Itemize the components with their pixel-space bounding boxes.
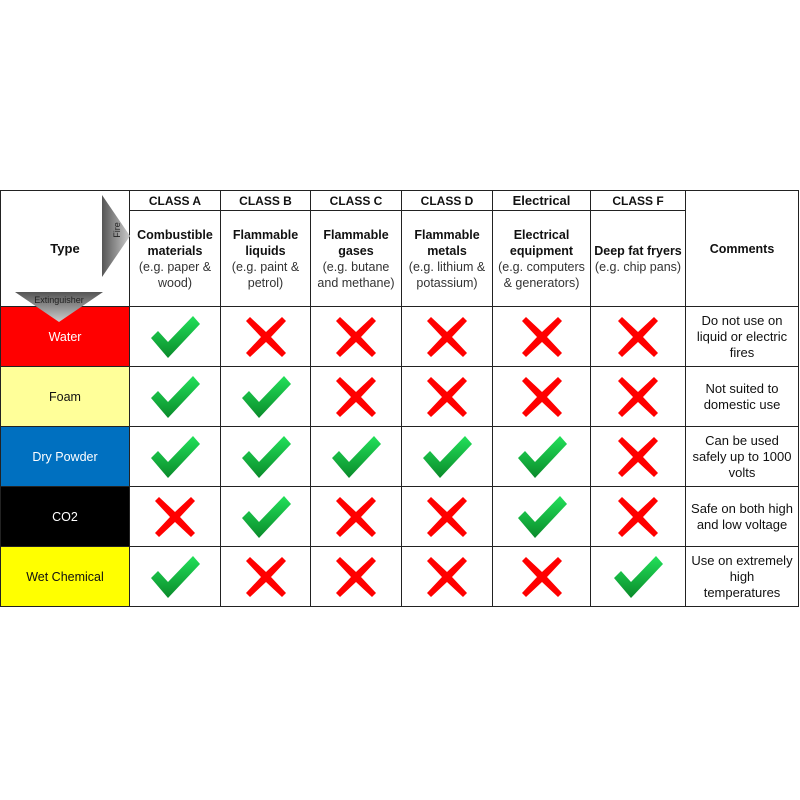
extinguisher-type: Foam	[0, 366, 130, 427]
fire-extinguisher-table: Type Fire Extinguisher CLASS A CLASS B CLA…	[0, 190, 799, 607]
fire-label: Fire	[111, 222, 122, 238]
comment: Safe on both high and low voltage	[685, 486, 799, 547]
red-cross-icon	[310, 546, 402, 607]
comment: Can be used safely up to 1000 volts	[685, 426, 799, 487]
comment: Do not use on liquid or electric fires	[685, 306, 799, 367]
red-cross-icon	[310, 486, 402, 547]
extinguisher-type: Wet Chemical	[0, 546, 130, 607]
table-row: Water Do not use on liquid or electric fi…	[0, 306, 799, 367]
class-title: Flammable metals	[414, 227, 480, 258]
red-cross-icon	[492, 546, 591, 607]
class-description: Flammable liquids (e.g. paint & petrol)	[220, 210, 311, 307]
green-check-icon	[129, 366, 221, 427]
green-check-icon	[220, 486, 311, 547]
table-row: Dry Powder Can be used safely up to 1000 …	[0, 426, 799, 487]
class-description: Combustible materials (e.g. paper & wood)	[129, 210, 221, 307]
green-check-icon	[590, 546, 686, 607]
extinguisher-label: Extinguisher	[34, 295, 84, 305]
green-check-icon	[310, 426, 402, 487]
fire-arrow-icon	[102, 195, 130, 277]
type-label: Type	[50, 241, 80, 256]
red-cross-icon	[220, 546, 311, 607]
extinguisher-type: Dry Powder	[0, 426, 130, 487]
red-cross-icon	[310, 306, 402, 367]
class-title: Flammable liquids	[232, 227, 299, 258]
comments-header: Comments	[685, 190, 799, 307]
comment: Not suited to domestic use	[685, 366, 799, 427]
class-title: Flammable gases	[323, 227, 389, 258]
class-example: (e.g. computers & generators)	[498, 259, 585, 290]
class-header: Electrical	[492, 190, 591, 211]
red-cross-icon	[401, 306, 493, 367]
red-cross-icon	[401, 486, 493, 547]
type-header: Type Fire Extinguisher	[0, 190, 130, 322]
class-description: Flammable metals (e.g. lithium & potassiu…	[401, 210, 493, 307]
green-check-icon	[220, 366, 311, 427]
red-cross-icon	[310, 366, 402, 427]
class-title: Deep fat fryers	[594, 243, 682, 258]
comment: Use on extremely high temperatures	[685, 546, 799, 607]
class-header: CLASS D	[401, 190, 493, 211]
table-row: Foam Not suited to domestic use	[0, 366, 799, 427]
class-header: CLASS A	[129, 190, 221, 211]
class-description: Deep fat fryers (e.g. chip pans)	[590, 210, 686, 307]
green-check-icon	[220, 426, 311, 487]
red-cross-icon	[492, 306, 591, 367]
class-header: CLASS C	[310, 190, 402, 211]
class-description: Flammable gases (e.g. butane and methane)	[310, 210, 402, 307]
red-cross-icon	[590, 426, 686, 487]
green-check-icon	[401, 426, 493, 487]
table-row: CO2 Safe on both high and low voltage	[0, 486, 799, 547]
class-example: (e.g. lithium & potassium)	[408, 259, 486, 290]
red-cross-icon	[401, 546, 493, 607]
red-cross-icon	[492, 366, 591, 427]
class-example: (e.g. paper & wood)	[138, 259, 212, 290]
class-header: CLASS B	[220, 190, 311, 211]
red-cross-icon	[590, 366, 686, 427]
red-cross-icon	[590, 306, 686, 367]
class-example: (e.g. chip pans)	[594, 259, 682, 274]
class-title: Electrical equipment	[509, 227, 574, 258]
class-title: Combustible materials	[137, 227, 213, 258]
class-example: (e.g. butane and methane)	[317, 259, 395, 290]
green-check-icon	[129, 546, 221, 607]
red-cross-icon	[590, 486, 686, 547]
green-check-icon	[129, 306, 221, 367]
extinguisher-arrow-icon	[15, 292, 103, 322]
class-description: Electrical equipment (e.g. computers & ge…	[492, 210, 591, 307]
extinguisher-arrow: Extinguisher	[15, 292, 103, 322]
class-header: CLASS F	[590, 190, 686, 211]
class-example: (e.g. paint & petrol)	[231, 259, 300, 290]
extinguisher-type: CO2	[0, 486, 130, 547]
green-check-icon	[492, 426, 591, 487]
red-cross-icon	[220, 306, 311, 367]
red-cross-icon	[129, 486, 221, 547]
table-row: Wet Chemical Use on extremely high temper…	[0, 546, 799, 607]
green-check-icon	[492, 486, 591, 547]
red-cross-icon	[401, 366, 493, 427]
green-check-icon	[129, 426, 221, 487]
